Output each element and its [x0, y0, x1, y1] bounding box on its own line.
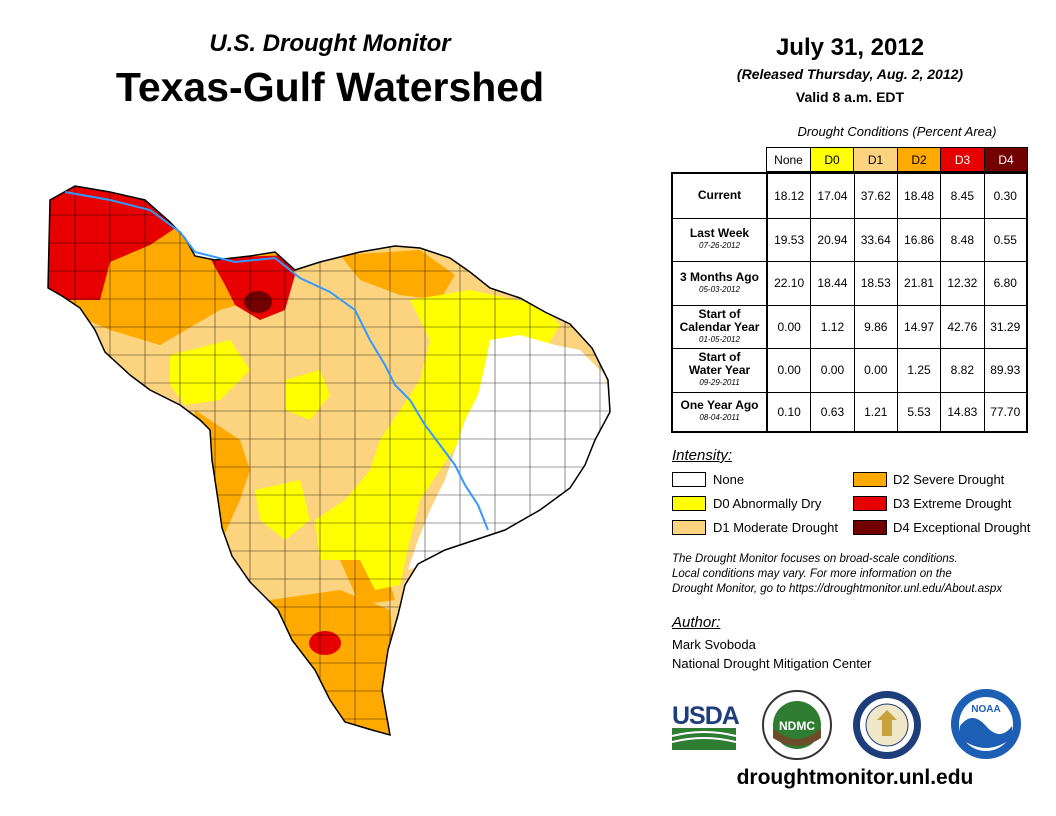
- legend-label-none: None: [713, 472, 745, 487]
- table-cell: 20.94: [810, 218, 853, 261]
- table-cell: 77.70: [983, 392, 1027, 431]
- table-cell: 9.86: [853, 305, 897, 348]
- noaa-logo: NOAA: [951, 689, 1021, 759]
- legend-swatch-d3: [853, 496, 887, 511]
- svg-text:NDMC: NDMC: [779, 719, 815, 733]
- ndmc-logo: NDMC: [762, 690, 832, 760]
- table-cell: 33.64: [853, 218, 897, 261]
- col-header-none: None: [766, 147, 811, 172]
- table-cell: 42.76: [940, 305, 983, 348]
- svg-text:NOAA: NOAA: [971, 704, 1000, 715]
- d4-region: [244, 291, 272, 313]
- drought-map: [47, 185, 611, 736]
- table-cell: 18.53: [853, 262, 897, 305]
- table-cell: 21.81: [896, 262, 940, 305]
- table-cell: 0.55: [983, 218, 1027, 261]
- row-label: Start of Calendar Year 01-05-2012: [673, 305, 767, 348]
- legend-label-d4: D4 Exceptional Drought: [893, 520, 1031, 535]
- d3-region-south: [309, 631, 341, 655]
- author-org: National Drought Mitigation Center: [672, 656, 872, 671]
- legend-title: Intensity:: [672, 447, 733, 464]
- table-cell: 17.04: [810, 174, 853, 218]
- website-url[interactable]: droughtmonitor.unl.edu: [736, 766, 974, 789]
- author-title: Author:: [672, 614, 721, 631]
- row-label: 3 Months Ago 05-03-2012: [673, 262, 767, 305]
- table-row: 3 Months Ago 05-03-2012 22.10 18.44 18.5…: [673, 261, 1026, 305]
- col-header-d1: D1: [853, 147, 898, 172]
- table-cell: 1.21: [853, 392, 897, 431]
- row-label: One Year Ago 08-04-2011: [673, 392, 767, 431]
- table-cell: 8.82: [940, 349, 983, 392]
- table-caption: Drought Conditions (Percent Area): [797, 124, 997, 139]
- usda-logo: USDA: [672, 702, 740, 730]
- release-date: (Released Thursday, Aug. 2, 2012): [736, 66, 964, 82]
- table-row: Current 18.12 17.04 37.62 18.48 8.45 0.3…: [673, 174, 1026, 218]
- table-cell: 0.00: [853, 349, 897, 392]
- table-cell: 31.29: [983, 305, 1027, 348]
- col-header-d0: D0: [810, 147, 854, 172]
- table-cell: 22.10: [767, 262, 810, 305]
- table-cell: 1.25: [896, 349, 940, 392]
- legend-label-d2: D2 Severe Drought: [893, 472, 1005, 487]
- d2-region-south: [270, 590, 400, 735]
- table-cell: 0.00: [767, 305, 810, 348]
- map-title: Texas-Gulf Watershed: [115, 64, 545, 110]
- table-cell: 37.62: [853, 174, 897, 218]
- table-cell: 19.53: [767, 218, 810, 261]
- legend-swatch-d1: [672, 520, 706, 535]
- table-cell: 18.44: [810, 262, 853, 305]
- river: [64, 191, 489, 531]
- row-label: Start of Water Year 09-29-2011: [673, 349, 767, 392]
- table-row: One Year Ago 08-04-2011 0.10 0.63 1.21 5…: [673, 391, 1027, 431]
- table-cell: 18.48: [896, 174, 940, 218]
- table-row: Last Week 07-26-2012 19.53 20.94 33.64 1…: [673, 217, 1027, 261]
- table-cell: 18.12: [767, 174, 810, 218]
- table-cell: 0.00: [767, 349, 810, 392]
- map-subtitle: U.S. Drought Monitor: [209, 30, 451, 57]
- col-header-d2: D2: [897, 147, 941, 172]
- table-cell: 6.80: [983, 262, 1027, 305]
- row-label: Current: [673, 174, 767, 218]
- table-cell: 12.32: [940, 262, 983, 305]
- commerce-seal-logo: [853, 691, 921, 759]
- drought-conditions-table: Current 18.12 17.04 37.62 18.48 8.45 0.3…: [671, 172, 1028, 433]
- legend-label-d0: D0 Abnormally Dry: [713, 496, 822, 511]
- valid-time: Valid 8 a.m. EDT: [795, 89, 905, 105]
- legend-swatch-none: [672, 472, 706, 487]
- disclaimer-note: The Drought Monitor focuses on broad-sca…: [672, 553, 1003, 595]
- author-name: Mark Svoboda: [672, 637, 756, 652]
- table-cell: 0.30: [983, 174, 1027, 218]
- d0-region-mid: [285, 370, 330, 420]
- table-cell: 1.12: [810, 305, 853, 348]
- none-region-east: [408, 335, 610, 570]
- table-cell: 89.93: [983, 349, 1027, 392]
- table-cell: 14.83: [940, 392, 983, 431]
- table-row: Start of Water Year 09-29-2011 0.00 0.00…: [673, 348, 1026, 392]
- table-row: Start of Calendar Year 01-05-2012 0.00 1…: [673, 304, 1027, 348]
- table-cell: 8.45: [940, 174, 983, 218]
- table-cell: 16.86: [896, 218, 940, 261]
- usda-logo-stripes: [672, 728, 736, 750]
- table-cell: 14.97: [896, 305, 940, 348]
- legend-swatch-d4: [853, 520, 887, 535]
- table-cell: 8.48: [940, 218, 983, 261]
- legend-label-d3: D3 Extreme Drought: [893, 496, 1012, 511]
- table-cell: 0.63: [810, 392, 853, 431]
- legend-swatch-d0: [672, 496, 706, 511]
- col-header-d4: D4: [984, 147, 1028, 172]
- table-cell: 0.10: [767, 392, 810, 431]
- d0-region-west: [170, 340, 250, 405]
- legend-swatch-d2: [853, 472, 887, 487]
- legend-label-d1: D1 Moderate Drought: [713, 520, 839, 535]
- row-label: Last Week 07-26-2012: [673, 218, 767, 261]
- map-date: July 31, 2012: [775, 34, 925, 61]
- table-cell: 5.53: [896, 392, 940, 431]
- col-header-d3: D3: [940, 147, 985, 172]
- d2-region-northeast: [340, 250, 455, 300]
- table-cell: 0.00: [810, 349, 853, 392]
- d0-region-central: [315, 290, 520, 590]
